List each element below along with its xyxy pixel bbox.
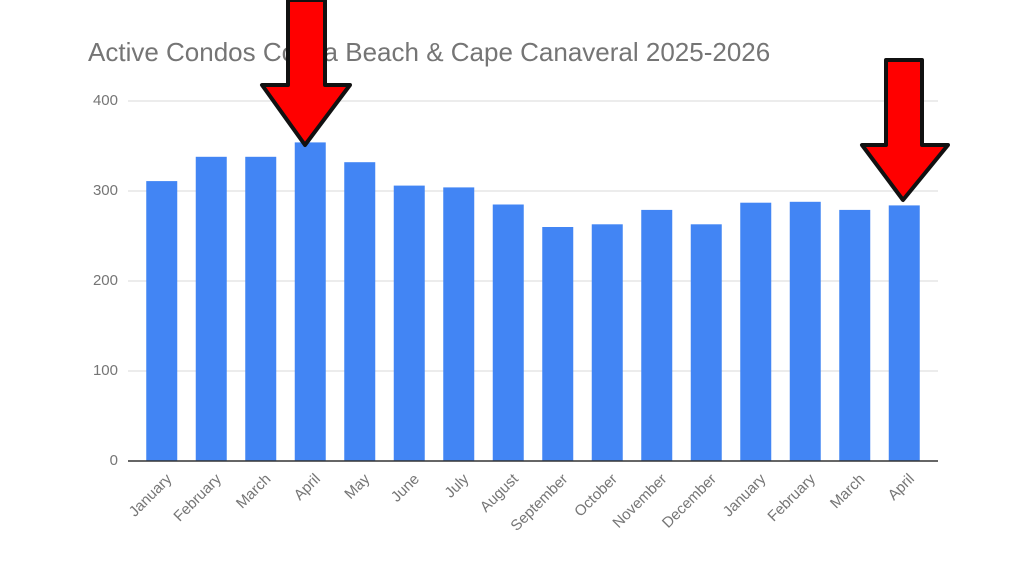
bar	[839, 209, 871, 461]
bar	[641, 209, 673, 461]
x-tick-label: March	[827, 471, 868, 512]
bar	[146, 181, 178, 461]
arrow	[260, 0, 352, 147]
y-tick-label: 400	[93, 92, 118, 109]
bar	[740, 202, 772, 461]
x-tick-label: August	[477, 470, 523, 516]
bar	[888, 205, 920, 461]
x-tick-label: October	[571, 471, 621, 521]
bar	[294, 142, 326, 461]
y-tick-label: 100	[93, 362, 118, 379]
bar	[344, 162, 376, 461]
x-tick-label: April	[291, 471, 324, 504]
chart-title: Active Condos Cocoa Beach & Cape Canaver…	[88, 37, 770, 67]
x-tick-label: May	[341, 470, 373, 502]
y-tick-label: 0	[110, 452, 118, 469]
arrow	[860, 58, 950, 202]
x-tick-label: February	[764, 470, 819, 525]
bar	[789, 201, 821, 462]
bar	[690, 224, 722, 461]
bar	[591, 224, 623, 461]
bar	[443, 187, 475, 461]
x-tick-label: January	[720, 470, 770, 520]
x-tick-label: February	[170, 470, 225, 525]
x-tick-label: January	[126, 470, 176, 520]
bar	[245, 156, 277, 462]
x-tick-label: April	[885, 471, 918, 504]
x-tick-label: March	[233, 471, 274, 512]
y-tick-label: 300	[93, 182, 118, 199]
bar	[492, 204, 524, 461]
x-tick-label: December	[659, 471, 720, 532]
x-tick-label: July	[441, 470, 472, 501]
bar	[393, 185, 425, 461]
bar	[195, 156, 227, 462]
bar	[542, 227, 574, 461]
x-tick-label: June	[388, 471, 423, 506]
y-tick-label: 200	[93, 272, 118, 289]
